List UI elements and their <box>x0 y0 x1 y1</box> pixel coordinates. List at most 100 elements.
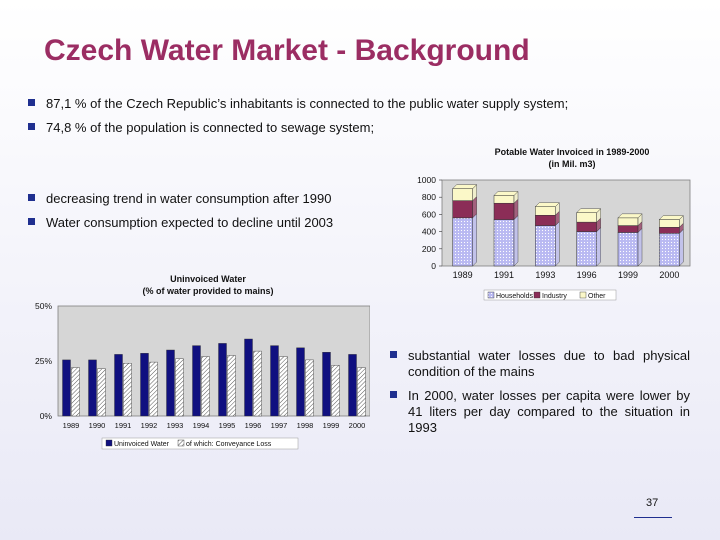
bar-other-1991 <box>493 195 515 204</box>
bar-side-households-1999 <box>637 227 643 267</box>
page-number-underline <box>634 517 672 518</box>
y-tick-label: 1000 <box>417 175 436 185</box>
bar-uninvoiced-1990 <box>88 359 97 417</box>
bar-other-1993 <box>535 206 556 216</box>
bar-households-2000 <box>659 233 680 267</box>
bar-side-households-1993 <box>555 221 560 267</box>
x-tick-label: 1999 <box>323 421 340 430</box>
bar-side-households-2000 <box>679 228 684 267</box>
bar-uninvoiced-1998 <box>296 347 305 417</box>
legend-label-industry: Industry <box>542 293 567 300</box>
y-tick-label: 800 <box>422 192 436 202</box>
bar-conveyance-loss-1998 <box>305 359 314 417</box>
bullet-decline-expected: Water consumption expected to decline un… <box>28 215 398 231</box>
bar-uninvoiced-1995 <box>218 343 227 417</box>
legend-box <box>101 437 299 450</box>
bar-conveyance-loss-1993 <box>175 358 184 417</box>
bar-industry-1996 <box>576 221 597 232</box>
bar-conveyance-loss-1989 <box>71 367 80 417</box>
y-tick-label: 400 <box>422 227 436 237</box>
bar-industry-1993 <box>535 215 556 226</box>
x-tick-label: 2000 <box>659 270 679 280</box>
bar-conveyance-loss-1997 <box>279 356 288 417</box>
bar-uninvoiced-2000 <box>348 354 357 417</box>
bar-uninvoiced-1997 <box>270 345 279 417</box>
x-tick-label: 1998 <box>297 421 314 430</box>
legend-swatch-industry <box>533 291 541 299</box>
x-tick-label: 2000 <box>349 421 366 430</box>
bullet-text: decreasing trend in water consumption af… <box>46 191 332 206</box>
bar-households-1993 <box>535 225 556 267</box>
bar-other-2000 <box>659 219 680 228</box>
bar-uninvoiced-1989 <box>62 359 71 417</box>
bar-conveyance-loss-1999 <box>331 365 340 417</box>
bullet-square-icon <box>390 351 397 358</box>
bar-households-1999 <box>617 232 639 267</box>
slide-title: Czech Water Market - Background <box>44 34 530 67</box>
x-tick-label: 1996 <box>577 270 597 280</box>
bullet-connected-sewage: 74,8 % of the population is connected to… <box>28 120 708 136</box>
bar-households-1989 <box>452 217 473 267</box>
legend-swatch-other <box>579 291 587 299</box>
bar-conveyance-loss-1990 <box>97 368 106 417</box>
bar-uninvoiced-1999 <box>322 351 331 417</box>
bullet-losses-per-capita: In 2000, water losses per capita were lo… <box>390 388 690 436</box>
bar-industry-1991 <box>493 202 515 220</box>
bar-households-1996 <box>576 231 597 267</box>
bar-uninvoiced-1993 <box>166 349 175 417</box>
x-tick-label: 1995 <box>219 421 236 430</box>
bullet-square-icon <box>28 123 35 130</box>
x-tick-label: 1993 <box>535 270 555 280</box>
chart-title: Uninvoiced Water <box>170 274 246 284</box>
bullet-decreasing-trend: decreasing trend in water consumption af… <box>28 191 398 207</box>
legend-label-uninvoiced: Uninvoiced Water <box>114 441 170 448</box>
bar-uninvoiced-1996 <box>244 338 253 417</box>
x-tick-label: 1996 <box>245 421 262 430</box>
bullet-connected-water: 87,1 % of the Czech Republic’s inhabitan… <box>28 96 708 112</box>
bullet-square-icon <box>28 194 35 201</box>
bar-top-1993 <box>534 202 560 207</box>
bar-conveyance-loss-1992 <box>149 361 158 417</box>
y-tick-label: 600 <box>422 209 436 219</box>
legend-swatch-households <box>487 291 495 299</box>
bar-top-1991 <box>493 191 519 196</box>
potable-water-chart: Potable Water Invoiced in 1989-2000 (in M… <box>417 147 691 301</box>
bar-uninvoiced-1992 <box>140 353 149 417</box>
bar-other-1996 <box>576 212 597 223</box>
legend-label-other: Other <box>588 293 606 300</box>
x-tick-label: 1989 <box>63 421 80 430</box>
chart-subtitle: (% of water provided to mains) <box>142 286 273 296</box>
x-tick-label: 1994 <box>193 421 210 430</box>
bar-conveyance-loss-1996 <box>253 350 262 417</box>
bar-uninvoiced-1994 <box>192 345 201 417</box>
bullet-square-icon <box>28 218 35 225</box>
y-tick-label: 0% <box>40 411 53 421</box>
chart-subtitle: (in Mil. m3) <box>549 159 596 169</box>
legend-label-conveyance-loss: of which: Conveyance Loss <box>186 441 272 448</box>
bar-uninvoiced-1991 <box>114 354 123 417</box>
bar-other-1999 <box>617 217 639 226</box>
bar-industry-2000 <box>659 227 680 234</box>
x-tick-label: 1990 <box>89 421 106 430</box>
bar-top-1996 <box>576 208 602 213</box>
bullet-text: 87,1 % of the Czech Republic’s inhabitan… <box>46 96 569 111</box>
x-tick-label: 1997 <box>271 421 288 430</box>
bar-other-1989 <box>452 188 473 201</box>
bullet-text: Water consumption expected to decline un… <box>46 215 334 230</box>
bullet-square-icon <box>28 99 35 106</box>
plot-area <box>57 305 370 417</box>
legend-swatch-uninvoiced <box>105 439 113 447</box>
x-tick-label: 1989 <box>453 270 473 280</box>
legend-box <box>483 289 617 301</box>
bar-conveyance-loss-2000 <box>357 367 366 417</box>
y-tick-label: 50% <box>35 301 52 311</box>
bar-side-households-1996 <box>596 227 601 267</box>
bar-industry-1989 <box>452 200 473 219</box>
plot-area <box>441 179 691 267</box>
bar-side-households-1991 <box>513 215 519 267</box>
y-tick-label: 200 <box>422 244 436 254</box>
legend-swatch-conveyance-loss <box>177 439 185 447</box>
bar-top-2000 <box>658 215 684 220</box>
bullet-square-icon <box>390 391 397 398</box>
x-tick-label: 1999 <box>618 270 638 280</box>
